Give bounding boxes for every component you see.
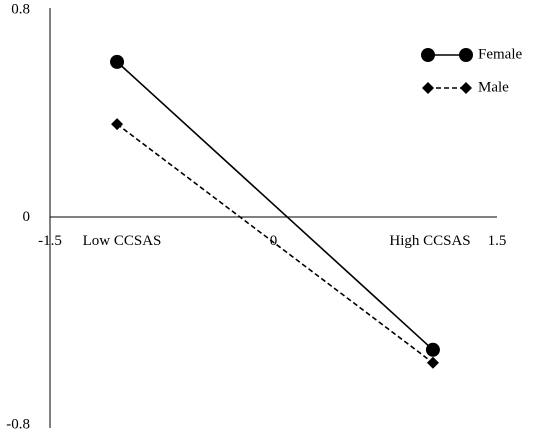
data-point: [426, 356, 439, 369]
annotation: Low CCSAS: [83, 233, 162, 249]
x-tick-label: 0: [270, 233, 278, 249]
series-line: [116, 61, 434, 351]
data-point: [111, 118, 124, 131]
x-tick-label: 1.5: [488, 233, 507, 249]
legend-marker: [421, 48, 435, 62]
y-tick-label: -0.8: [6, 416, 30, 432]
legend-marker: [460, 82, 472, 94]
annotation: High CCSAS: [389, 233, 470, 249]
legend-marker: [459, 48, 473, 62]
legend-label: Female: [478, 46, 522, 62]
legend-marker: [422, 82, 434, 94]
data-point: [110, 54, 125, 69]
data-point: [425, 342, 440, 357]
legend-label: Male: [478, 79, 509, 95]
x-tick-label: -1.5: [38, 233, 62, 249]
y-tick-label: 0.8: [11, 1, 30, 17]
series-line: [116, 123, 434, 364]
y-tick-label: 0: [23, 209, 31, 225]
